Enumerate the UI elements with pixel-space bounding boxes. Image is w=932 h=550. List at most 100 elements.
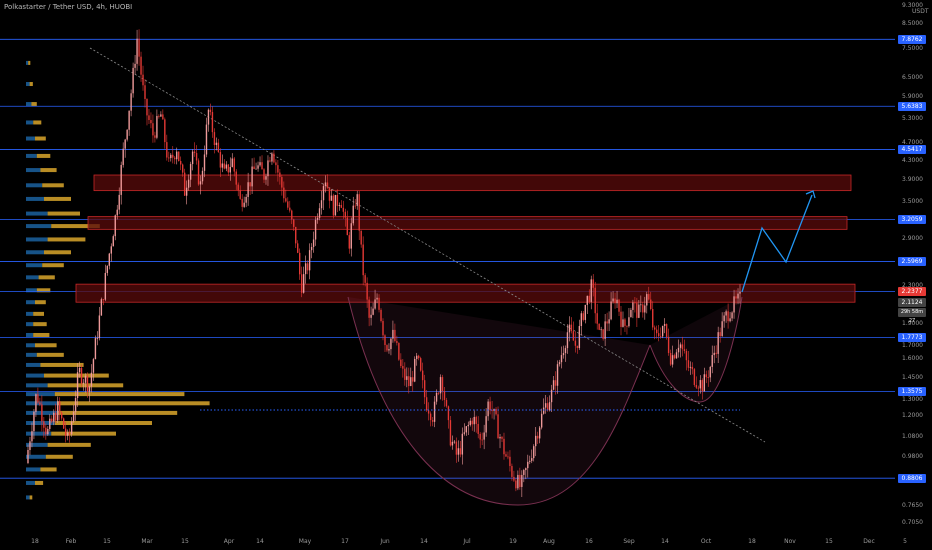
y-tick-label: 1.3000 xyxy=(902,396,923,404)
candle-body xyxy=(297,243,299,253)
candle-body xyxy=(350,223,352,249)
candle-body xyxy=(102,299,105,301)
candle-body xyxy=(596,313,598,324)
volume-profile-bar-down xyxy=(26,211,48,216)
candle-body xyxy=(53,412,55,422)
y-tick-label: 3.5000 xyxy=(902,197,923,205)
candle-body xyxy=(76,372,79,399)
candle-body xyxy=(146,98,148,116)
x-tick-label: 15 xyxy=(103,538,111,545)
volume-profile-bar-down xyxy=(26,373,44,378)
volume-profile-bar-down xyxy=(26,300,35,305)
candle-body xyxy=(699,380,702,389)
candle-body xyxy=(352,205,354,224)
candle-body xyxy=(527,461,529,469)
candle-body xyxy=(471,420,473,425)
candle-body xyxy=(606,321,608,324)
candle-body xyxy=(550,389,553,403)
volume-profile-bar-up xyxy=(33,120,42,125)
candle-body xyxy=(421,370,424,381)
candle-body xyxy=(507,456,509,458)
candle-body xyxy=(459,448,462,455)
candle-body xyxy=(199,181,202,185)
candle-body xyxy=(652,309,654,328)
candle-body xyxy=(310,246,313,251)
candle-body xyxy=(78,367,81,373)
candle-body xyxy=(376,297,378,300)
candle-body xyxy=(717,332,719,354)
cup-curve xyxy=(347,296,651,506)
candle-body xyxy=(584,304,586,320)
candle-body xyxy=(382,321,384,336)
candle-body xyxy=(92,359,95,373)
volume-profile-bar-up xyxy=(45,454,73,459)
candle-body xyxy=(665,324,668,337)
volume-profile xyxy=(26,60,210,500)
candle-body xyxy=(209,109,212,113)
candle-body xyxy=(308,250,311,271)
y-tick-label: 6.5000 xyxy=(902,73,923,81)
candle-body xyxy=(479,433,481,440)
countdown-badge: 29h 58m 27 xyxy=(898,307,926,324)
price-badge: 2.5969 xyxy=(898,257,926,267)
candle-body xyxy=(431,420,434,422)
candle-body xyxy=(106,265,109,273)
x-tick-label: Nov xyxy=(784,538,796,545)
volume-profile-bar-down xyxy=(26,60,29,65)
candle-body xyxy=(269,160,271,162)
candle-body xyxy=(443,391,446,401)
y-tick-label: 0.9800 xyxy=(902,452,923,460)
resistance-zones xyxy=(75,174,856,303)
candle-body xyxy=(521,474,523,487)
candle-body xyxy=(51,418,53,422)
candle-body xyxy=(187,179,190,188)
candle-body xyxy=(642,304,644,313)
candle-body xyxy=(663,324,666,326)
volume-profile-bar-down xyxy=(26,224,52,229)
candle-body xyxy=(306,263,309,271)
candle-body xyxy=(195,153,198,161)
candle-body xyxy=(646,294,648,306)
volume-profile-bar-up xyxy=(36,352,64,357)
x-tick-label: 18 xyxy=(31,538,39,545)
y-tick-label: 0.7650 xyxy=(902,502,923,510)
candle-body xyxy=(279,172,281,178)
candle-body xyxy=(37,394,39,403)
price-badge: 7.8762 xyxy=(898,34,926,44)
candle-body xyxy=(41,404,43,422)
candles xyxy=(27,29,741,498)
candle-body xyxy=(614,298,616,304)
candle-body xyxy=(544,403,547,408)
candle-body xyxy=(213,132,216,145)
candle-body xyxy=(98,315,101,339)
candle-body xyxy=(142,74,144,86)
candle-body xyxy=(406,376,408,380)
candle-body xyxy=(396,341,398,343)
candle-body xyxy=(675,352,678,359)
candle-body xyxy=(245,196,247,203)
candle-body xyxy=(739,291,741,294)
candle-body xyxy=(57,401,59,421)
candle-body xyxy=(374,299,376,309)
projection-line xyxy=(741,194,813,293)
candle-body xyxy=(168,157,170,159)
candle-body xyxy=(299,252,301,275)
candle-body xyxy=(707,377,709,379)
candle-body xyxy=(304,263,307,275)
candle-body xyxy=(362,244,364,276)
candle-body xyxy=(540,413,543,428)
candle-body xyxy=(628,317,630,327)
candle-body xyxy=(423,380,426,398)
candle-body xyxy=(82,382,85,384)
candle-body xyxy=(463,432,466,434)
candle-body xyxy=(29,441,31,450)
candle-body xyxy=(225,164,228,169)
candle-body xyxy=(136,38,138,64)
price-badge: 0.8806 xyxy=(898,473,926,483)
candle-body xyxy=(737,293,739,299)
candle-body xyxy=(170,154,172,159)
candle-body xyxy=(217,142,220,153)
volume-profile-bar-down xyxy=(26,421,55,426)
